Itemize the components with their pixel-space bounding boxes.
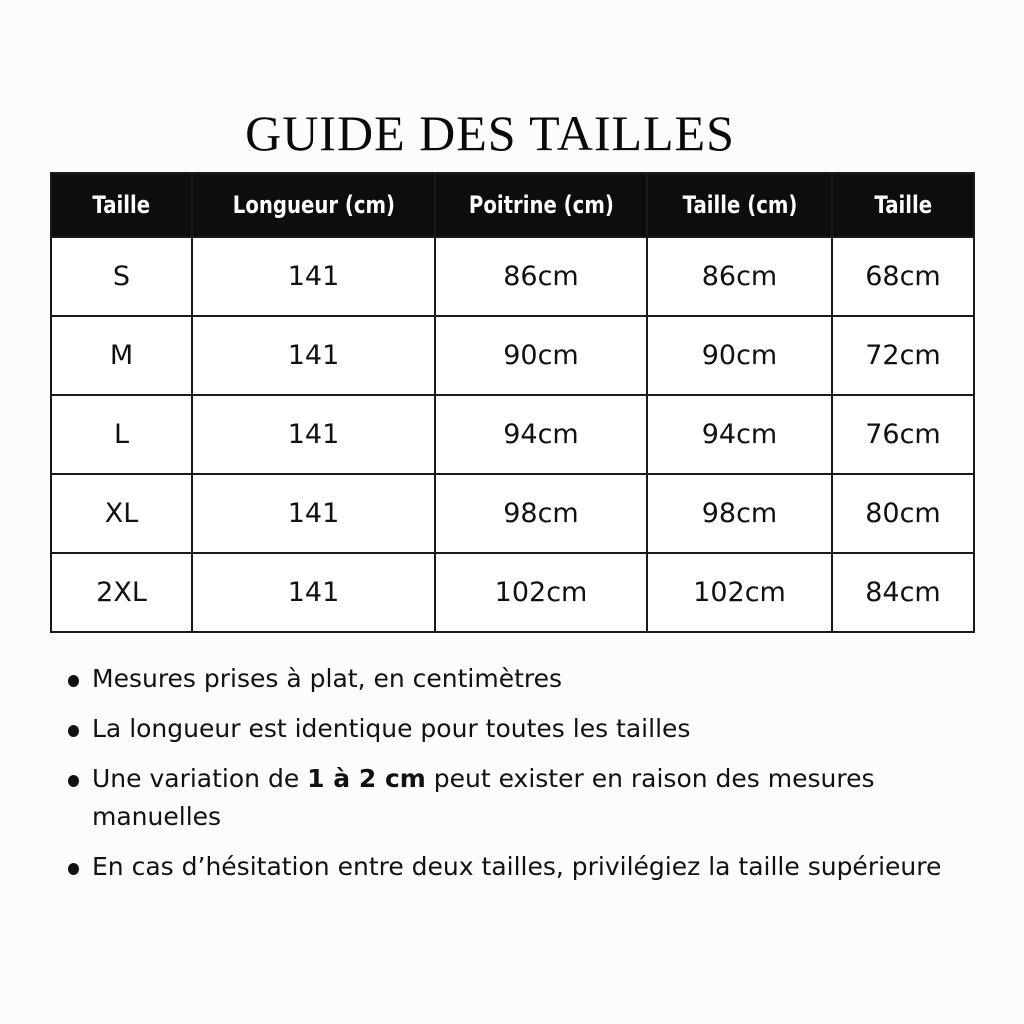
table-cell: 141	[191, 473, 436, 554]
size-table: Taille Longueur (cm) Poitrine (cm) Taill…	[50, 172, 975, 633]
table-row: L 141 94cm 94cm 76cm	[50, 394, 975, 475]
table-cell: 141	[191, 394, 436, 475]
table-row: 2XL 141 102cm 102cm 84cm	[50, 552, 975, 633]
header-chest: Poitrine (cm)	[434, 172, 648, 238]
header-length: Longueur (cm)	[191, 172, 436, 238]
note-item: En cas d’hésitation entre deux tailles, …	[62, 848, 942, 886]
table-cell: 98cm	[434, 473, 648, 554]
table-row: S 141 86cm 86cm 68cm	[50, 236, 975, 317]
note-item: Une variation de 1 à 2 cm peut exister e…	[62, 760, 942, 836]
table-cell: 68cm	[831, 236, 975, 317]
table-cell: 141	[191, 236, 436, 317]
notes-list: Mesures prises à plat, en centimètres La…	[62, 660, 942, 898]
table-cell: S	[50, 236, 193, 317]
table-row: XL 141 98cm 98cm 80cm	[50, 473, 975, 554]
table-cell: 80cm	[831, 473, 975, 554]
table-cell: XL	[50, 473, 193, 554]
page-title: GUIDE DES TAILLES	[245, 104, 735, 161]
table-cell: 86cm	[434, 236, 648, 317]
table-cell: 102cm	[434, 552, 648, 633]
bold-range: 1 à 2 cm	[307, 764, 426, 793]
table-cell: 76cm	[831, 394, 975, 475]
table-cell: M	[50, 315, 193, 396]
note-item: La longueur est identique pour toutes le…	[62, 710, 942, 748]
table-cell: 141	[191, 315, 436, 396]
table-cell: 141	[191, 552, 436, 633]
table-cell: 94cm	[434, 394, 648, 475]
table-cell: 90cm	[646, 315, 833, 396]
table-cell: 90cm	[434, 315, 648, 396]
header-waist: Taille (cm)	[646, 172, 833, 238]
note-item: Mesures prises à plat, en centimètres	[62, 660, 942, 698]
table-cell: 72cm	[831, 315, 975, 396]
table-row: M 141 90cm 90cm 72cm	[50, 315, 975, 396]
table-cell: 2XL	[50, 552, 193, 633]
table-cell: 86cm	[646, 236, 833, 317]
header-size: Taille	[50, 172, 193, 238]
table-cell: 84cm	[831, 552, 975, 633]
table-header-row: Taille Longueur (cm) Poitrine (cm) Taill…	[50, 172, 975, 238]
header-size-2: Taille	[831, 172, 975, 238]
table-cell: 98cm	[646, 473, 833, 554]
table-cell: 102cm	[646, 552, 833, 633]
table-cell: L	[50, 394, 193, 475]
table-cell: 94cm	[646, 394, 833, 475]
